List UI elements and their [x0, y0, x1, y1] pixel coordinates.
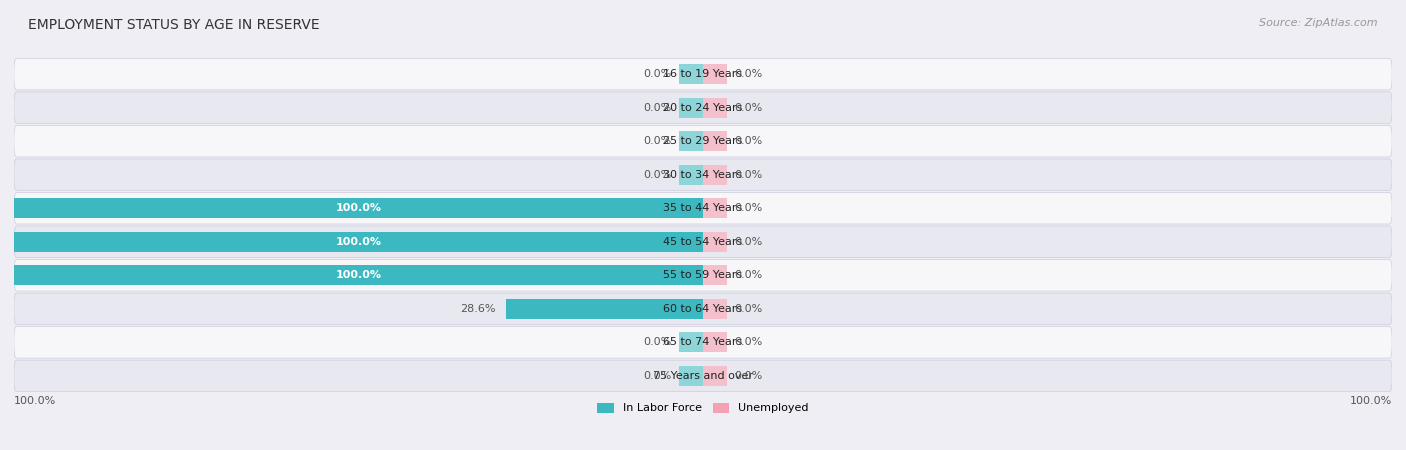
Text: 0.0%: 0.0% [644, 69, 672, 79]
FancyBboxPatch shape [14, 58, 1392, 90]
Text: 0.0%: 0.0% [734, 270, 762, 280]
FancyBboxPatch shape [14, 360, 1392, 392]
Text: 0.0%: 0.0% [644, 103, 672, 112]
Bar [679, 131, 703, 151]
Bar [14, 198, 703, 218]
Text: 0.0%: 0.0% [734, 103, 762, 112]
Text: 100.0%: 100.0% [336, 237, 381, 247]
Bar [679, 98, 703, 118]
FancyBboxPatch shape [14, 226, 1392, 257]
Text: 0.0%: 0.0% [734, 170, 762, 180]
Text: 0.0%: 0.0% [734, 69, 762, 79]
Bar [679, 64, 703, 84]
Bar [703, 131, 727, 151]
Bar [703, 232, 727, 252]
Bar [703, 299, 727, 319]
Bar [679, 366, 703, 386]
Text: 0.0%: 0.0% [734, 237, 762, 247]
Text: 0.0%: 0.0% [734, 338, 762, 347]
FancyBboxPatch shape [14, 293, 1392, 324]
Text: 0.0%: 0.0% [734, 136, 762, 146]
Bar [506, 299, 703, 319]
Text: 65 to 74 Years: 65 to 74 Years [664, 338, 742, 347]
Text: 60 to 64 Years: 60 to 64 Years [664, 304, 742, 314]
FancyBboxPatch shape [14, 159, 1392, 190]
Text: 25 to 29 Years: 25 to 29 Years [664, 136, 742, 146]
Text: Source: ZipAtlas.com: Source: ZipAtlas.com [1260, 18, 1378, 28]
Text: 0.0%: 0.0% [644, 338, 672, 347]
Text: 100.0%: 100.0% [336, 270, 381, 280]
Text: 0.0%: 0.0% [734, 304, 762, 314]
Text: 0.0%: 0.0% [734, 203, 762, 213]
FancyBboxPatch shape [14, 92, 1392, 123]
Bar [703, 98, 727, 118]
Text: 35 to 44 Years: 35 to 44 Years [664, 203, 742, 213]
Text: 28.6%: 28.6% [460, 304, 496, 314]
Bar [703, 265, 727, 285]
FancyBboxPatch shape [14, 126, 1392, 157]
Bar [679, 165, 703, 185]
Bar [703, 165, 727, 185]
Text: 0.0%: 0.0% [644, 170, 672, 180]
Text: 100.0%: 100.0% [336, 203, 381, 213]
Text: 100.0%: 100.0% [1350, 396, 1392, 406]
Bar [703, 366, 727, 386]
Text: 30 to 34 Years: 30 to 34 Years [664, 170, 742, 180]
Bar [14, 265, 703, 285]
Text: 0.0%: 0.0% [644, 371, 672, 381]
Text: 0.0%: 0.0% [734, 371, 762, 381]
Text: 55 to 59 Years: 55 to 59 Years [664, 270, 742, 280]
Text: 100.0%: 100.0% [14, 396, 56, 406]
Text: 75 Years and over: 75 Years and over [652, 371, 754, 381]
Text: 16 to 19 Years: 16 to 19 Years [664, 69, 742, 79]
Text: 20 to 24 Years: 20 to 24 Years [664, 103, 742, 112]
Legend: In Labor Force, Unemployed: In Labor Force, Unemployed [593, 398, 813, 418]
Bar [703, 198, 727, 218]
FancyBboxPatch shape [14, 327, 1392, 358]
Text: 45 to 54 Years: 45 to 54 Years [664, 237, 742, 247]
Bar [703, 64, 727, 84]
Bar [14, 232, 703, 252]
Text: EMPLOYMENT STATUS BY AGE IN RESERVE: EMPLOYMENT STATUS BY AGE IN RESERVE [28, 18, 319, 32]
Text: 0.0%: 0.0% [644, 136, 672, 146]
FancyBboxPatch shape [14, 260, 1392, 291]
Bar [679, 332, 703, 352]
Bar [703, 332, 727, 352]
FancyBboxPatch shape [14, 193, 1392, 224]
